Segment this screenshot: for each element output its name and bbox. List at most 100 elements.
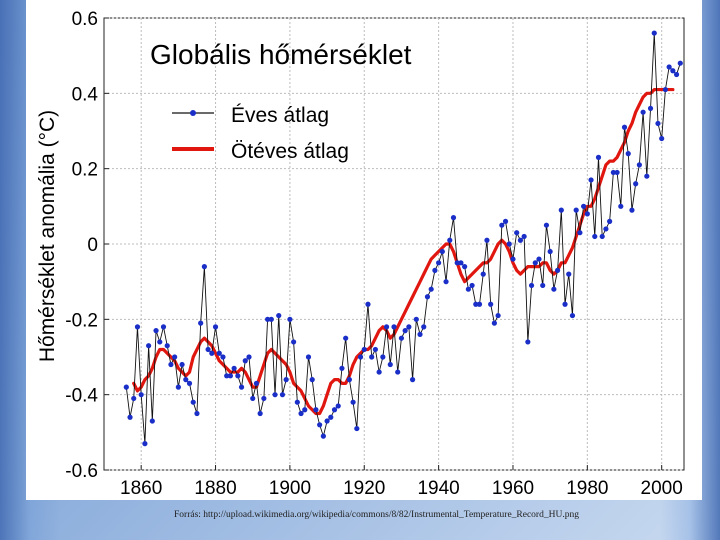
x-tick-label: 1980: [566, 478, 608, 499]
annual-point: [618, 203, 624, 209]
annual-point: [473, 301, 479, 307]
x-axis: 1860 1880 1900 1920 1940 1960 1980 2000: [120, 465, 683, 499]
annual-point: [558, 207, 564, 213]
annual-point: [183, 377, 189, 383]
annual-point: [607, 218, 613, 224]
annual-point: [391, 324, 397, 330]
annual-point: [264, 316, 271, 322]
annual-point: [153, 328, 159, 334]
annual-point: [216, 350, 222, 356]
annual-point: [335, 403, 341, 409]
annual-point: [413, 316, 419, 322]
annual-point: [354, 425, 360, 432]
annual-point: [365, 301, 371, 307]
annual-point: [131, 395, 137, 402]
legend-annual-label: Éves átlag: [231, 104, 329, 127]
annual-point: [268, 316, 274, 322]
annual-point: [499, 222, 505, 228]
annual-point: [402, 328, 408, 334]
temperature-chart: 1860 1880 1900 1920 1940 1960 1980 2000 -0.6-0.…: [36, 9, 685, 499]
annual-point: [209, 350, 215, 356]
legend-smooth-label: Ötéves átlag: [231, 140, 349, 163]
y-tick-label: -0.4: [65, 386, 98, 407]
annual-point: [636, 162, 642, 168]
annual-point: [250, 395, 256, 402]
annual-point: [677, 60, 683, 66]
annual-point: [283, 377, 289, 383]
annual-point: [294, 399, 300, 405]
annual-point: [387, 361, 393, 368]
annual-point: [320, 433, 326, 439]
series-smooth: [132, 87, 675, 416]
annual-point: [305, 354, 312, 360]
grid: [104, 17, 684, 471]
annual-point: [309, 377, 315, 383]
annual-point: [149, 418, 155, 424]
annual-point: [610, 169, 616, 176]
annual-point: [231, 365, 237, 371]
annual-point: [569, 312, 576, 319]
y-tick-label: 0.6: [72, 9, 98, 30]
annual-point: [625, 151, 631, 157]
annual-point: [562, 301, 568, 307]
annual-point: [175, 384, 181, 390]
y-tick-label: -0.6: [65, 461, 98, 482]
annual-point: [540, 282, 546, 289]
annual-point: [584, 211, 590, 217]
annual-point: [465, 286, 471, 292]
annual-point: [662, 86, 669, 93]
annual-point: [592, 233, 598, 240]
annual-point: [194, 410, 200, 417]
annual-point: [376, 369, 382, 375]
annual-point: [201, 264, 207, 270]
annual-point: [227, 373, 234, 379]
annual-point: [212, 324, 219, 330]
annual-point: [398, 335, 405, 341]
annual-point: [621, 124, 628, 130]
annual-point: [458, 260, 464, 266]
x-tick-label: 1880: [194, 478, 236, 499]
annual-point: [673, 71, 680, 78]
y-tick-label: 0.4: [72, 84, 99, 105]
annual-point: [257, 410, 263, 417]
annual-point: [324, 418, 330, 424]
annual-point: [599, 233, 605, 240]
x-tick-label: 1920: [343, 478, 385, 499]
annual-point: [488, 301, 494, 307]
annual-point: [525, 339, 531, 345]
annual-point: [205, 346, 211, 353]
annual-point: [179, 361, 185, 368]
annual-point: [551, 286, 557, 292]
x-tick-label: 1860: [120, 478, 162, 499]
annual-point: [532, 260, 538, 266]
annual-point: [372, 346, 379, 353]
annual-point: [450, 215, 457, 221]
annual-point: [428, 286, 434, 292]
y-tick-label: 0.2: [72, 160, 98, 181]
legend: Éves átlag Ötéves átlag: [172, 104, 349, 163]
annual-point: [172, 354, 178, 360]
annual-point: [510, 256, 516, 262]
annual-point: [462, 264, 468, 270]
annual-point: [138, 392, 144, 398]
annual-point: [198, 320, 204, 326]
annual-point: [573, 207, 579, 213]
annual-point: [134, 324, 141, 330]
annual-point: [514, 230, 520, 236]
y-axis: -0.6 -0.4 -0.2 0 0.2 0.4 0.6: [65, 9, 109, 482]
legend-annual-marker: [190, 110, 196, 116]
annual-point: [339, 365, 345, 371]
annual-point: [495, 312, 501, 319]
annual-point: [298, 410, 304, 417]
annual-point: [313, 407, 319, 413]
annual-point: [127, 414, 133, 420]
annual-point: [186, 380, 193, 386]
annual-point: [588, 177, 594, 183]
annual-point: [629, 207, 635, 213]
annual-point: [640, 109, 646, 115]
annual-point: [146, 343, 152, 349]
annual-point: [291, 339, 297, 345]
x-tick-label: 1940: [417, 478, 459, 499]
annual-point: [603, 226, 609, 232]
y-axis-label: Hőmérséklet anomália (°C): [36, 110, 59, 362]
